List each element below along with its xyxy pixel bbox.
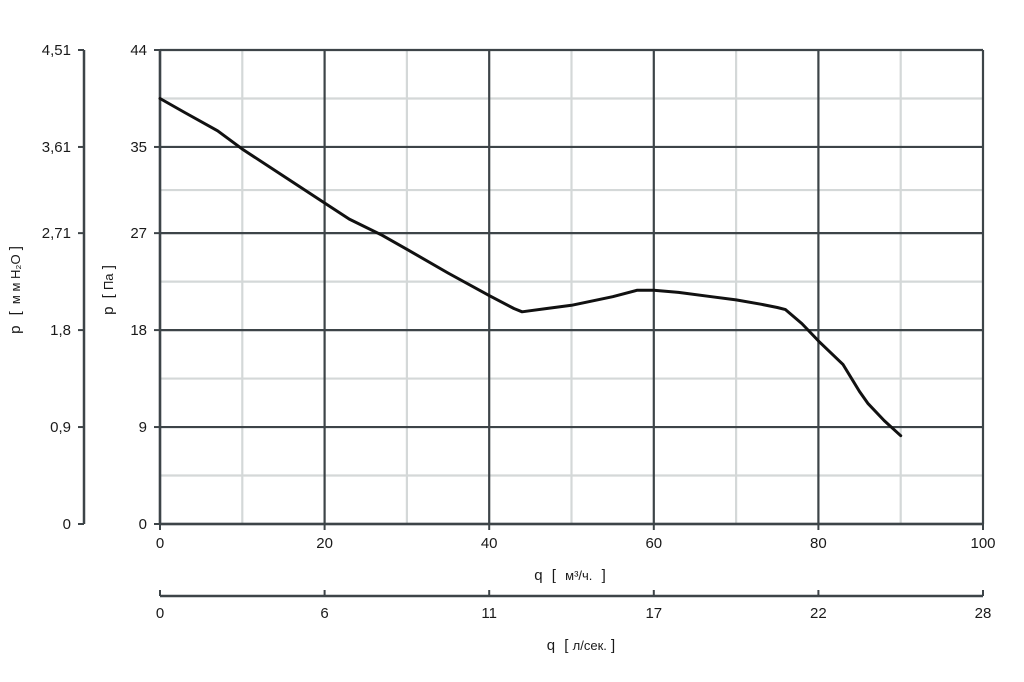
y-axis-symbol: p (100, 307, 117, 315)
data-point (546, 307, 548, 310)
x-axis-close-bracket: ] (602, 567, 606, 584)
data-point (159, 97, 161, 100)
y2-axis-close-bracket: ] (7, 246, 24, 250)
x-axis-unit: м³/ч. (565, 568, 592, 583)
data-point (759, 303, 762, 306)
x2-tick-label: 0 (156, 605, 164, 622)
x-tick-label: 100 (970, 535, 995, 552)
data-point (323, 202, 326, 204)
data-point (529, 309, 532, 312)
y-tick-label: 35 (130, 139, 147, 156)
data-point (801, 322, 803, 325)
data-point (282, 175, 285, 177)
y-tick-label: 18 (130, 322, 147, 339)
data-point (677, 291, 680, 294)
data-point (866, 402, 869, 405)
x2-axis-unit: л/сек. (573, 638, 607, 653)
data-point (381, 234, 384, 237)
series-layer (158, 97, 903, 438)
data-point (858, 390, 861, 393)
y2-tick-label: 0 (63, 516, 71, 533)
x2-tick-label: 11 (481, 605, 497, 622)
data-point (447, 272, 449, 274)
y-tick-label: 9 (139, 419, 147, 436)
data-point (241, 148, 244, 150)
data-point (513, 307, 515, 310)
series-line (158, 97, 903, 438)
data-point (348, 218, 351, 220)
data-point (521, 310, 523, 313)
x-axis-open-bracket: [ (552, 567, 557, 584)
y2-axis-open-bracket: [ (7, 310, 24, 315)
x-tick-label: 40 (481, 535, 498, 552)
x-tick-label: 0 (156, 535, 164, 552)
x2-axis-symbol: q (547, 637, 555, 654)
data-point (817, 340, 820, 342)
x-axis-title-m3h: q [ м³/ч. ] (534, 567, 605, 584)
x-axis-symbol: q (534, 567, 542, 584)
data-point (883, 419, 886, 422)
x2-axis-close-bracket: ] (611, 637, 615, 654)
x-tick-label: 20 (316, 535, 333, 552)
data-point (710, 295, 713, 298)
y2-tick-label: 3,61 (42, 139, 71, 156)
data-point (636, 289, 639, 292)
y2-tick-label: 1,8 (50, 322, 71, 339)
x-tick-label: 80 (810, 535, 827, 552)
y2-tick-label: 4,51 (42, 42, 71, 59)
y-axis-title-pa: p [ Па ] (100, 265, 117, 315)
y-tick-label: 27 (130, 225, 147, 242)
y2-axis-title-mmh2o: p [ м м H₂O ] (7, 246, 24, 334)
data-point (784, 308, 787, 311)
data-point (570, 304, 573, 307)
minor-grid (160, 50, 983, 524)
y2-axis-unit: м м H₂O (8, 254, 23, 304)
y-tick-label: 0 (139, 516, 147, 533)
x2-axis-title-ls: q [ л/сек. ] (547, 637, 615, 654)
data-point (406, 248, 408, 251)
x2-tick-label: 6 (320, 605, 328, 622)
y2-tick-label: 2,71 (42, 225, 71, 242)
y2-tick-label: 0,9 (50, 419, 71, 436)
data-point (899, 434, 902, 437)
y-axis-open-bracket: [ (100, 293, 117, 298)
x2-tick-label: 17 (645, 605, 662, 622)
x-tick-label: 60 (645, 535, 662, 552)
x2-axis-open-bracket: [ (564, 637, 569, 654)
x2-tick-label: 28 (975, 605, 992, 622)
data-point (653, 289, 655, 292)
data-point (842, 363, 844, 366)
y-axis-close-bracket: ] (100, 265, 117, 269)
x2-tick-label: 22 (810, 605, 827, 622)
data-point (488, 294, 491, 297)
data-point (776, 306, 779, 309)
data-point (183, 111, 186, 114)
y-tick-label: 44 (130, 42, 147, 59)
data-point (611, 295, 614, 298)
axes (78, 49, 984, 598)
y2-axis-symbol: p (7, 326, 24, 334)
y-axis-unit: Па (101, 273, 116, 290)
data-point (735, 299, 737, 301)
data-point (216, 129, 219, 132)
